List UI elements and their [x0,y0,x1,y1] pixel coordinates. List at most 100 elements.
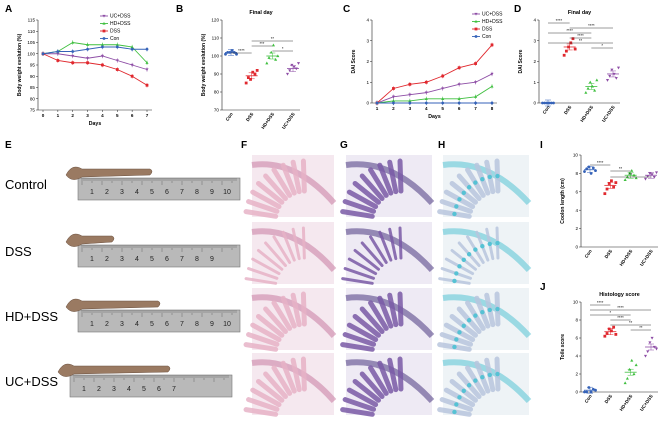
y-tick-label: 2 [575,372,578,377]
data-point [86,43,90,46]
significance-label: ** [629,172,633,177]
legend-label: HD+DSS [482,19,503,25]
y-tick-label: 0 [575,390,578,395]
ruler-number: 7 [172,386,176,393]
villus-fold [300,291,307,327]
data-point [474,95,478,98]
data-point [573,47,577,51]
goblet-cell [480,176,485,182]
data-point [654,347,659,351]
data-point [296,62,301,65]
data-point [130,47,134,51]
ruler-number: 8 [195,256,199,263]
data-point [612,185,616,189]
villus-fold [378,230,393,262]
data-point [56,52,60,56]
goblet-cell [480,374,485,380]
villus-fold [301,226,306,260]
villus-fold [346,387,379,408]
villus-fold [352,313,381,338]
x-tick-label: 4 [425,106,428,111]
y-axis-label: DAI Score [518,49,524,73]
data-point [634,363,638,367]
villus-fold [352,180,381,205]
y-tick-label: 8 [575,171,578,176]
significance-label: ** [639,325,643,330]
panel-letter-f: F [241,140,247,151]
alcian-blue-stain-icon [437,155,532,219]
data-point [441,97,445,100]
ruler-number: 7 [180,321,184,328]
y-axis-label: Body weight evolution (%) [17,33,23,96]
y-tick-label: 70 [214,108,220,113]
data-point [292,65,296,69]
y-tick-label: 80 [214,90,220,95]
data-point [235,52,238,56]
data-point [583,390,586,394]
x-tick-label: 2 [71,113,74,118]
data-point [145,47,149,51]
villus-fold [377,295,394,329]
panel-letter-e: E [5,140,12,151]
villus-fold [251,257,281,276]
data-point [265,61,269,65]
ruler-number: 3 [112,386,116,393]
sample-label: UC+DSS [5,374,58,389]
goblet-cell [457,197,462,202]
x-tick-label: 7 [146,113,149,118]
data-point [244,81,248,85]
y-tick-label: 100 [27,51,35,56]
data-point [375,101,379,105]
y-tick-label: 8 [575,318,578,323]
data-point [71,61,75,65]
y-tick-label: 10 [573,300,579,305]
goblet-cell [480,309,485,315]
x-tick-label: 3 [409,106,412,111]
chart-title: Final day [249,10,272,16]
goblet-cell [452,409,457,415]
x-tick-label: 6 [458,106,461,111]
y-tick-label: 6 [575,189,578,194]
ruler-number: 7 [180,256,184,263]
villus-fold [243,209,279,219]
villus-fold [340,407,375,417]
villus-fold [255,378,285,403]
goblet-cell [457,395,462,400]
data-point [490,101,494,105]
ruler-number: 1 [82,386,86,393]
data-point [274,57,278,61]
significance-label: **** [566,28,573,33]
ruler-number: 2 [105,189,109,196]
data-point [115,45,119,49]
data-point [130,63,134,67]
ruler-body [69,374,233,398]
x-tick-label: 3 [86,113,89,118]
he-stain-icon [243,353,337,417]
data-point [584,90,588,94]
villus-fold [342,332,377,347]
villus-fold [388,227,398,261]
ruler-number: 6 [165,256,169,263]
x-tick-label: 6 [131,113,134,118]
ruler: 1 2 3 4 5 6 7 [69,374,233,398]
series-line-dss [376,44,493,104]
chart-d-final-dai: 0 1 2 3 4 DAI Score Final day Con DSS HD+DSS UC+DS… [518,10,621,123]
y-tick-label: 110 [28,29,36,34]
legend-marker [474,27,478,31]
legend-marker [102,14,106,18]
series-line-con [42,46,147,55]
ruler-number: 6 [157,386,161,393]
y-tick-label: 4 [366,18,369,23]
ruler-number: 4 [135,256,139,263]
data-point [605,187,609,191]
ruler-body [77,244,241,268]
legend-label: Con [110,36,119,42]
x-tick-label: 2 [392,106,395,111]
ruler-number: 9 [210,256,214,263]
goblet-cell [452,344,457,350]
ruler-number: 3 [120,189,124,196]
x-category-label: HD+DSS [579,105,594,123]
significance-label: * [601,43,603,48]
chart-title: Final day [568,10,591,16]
